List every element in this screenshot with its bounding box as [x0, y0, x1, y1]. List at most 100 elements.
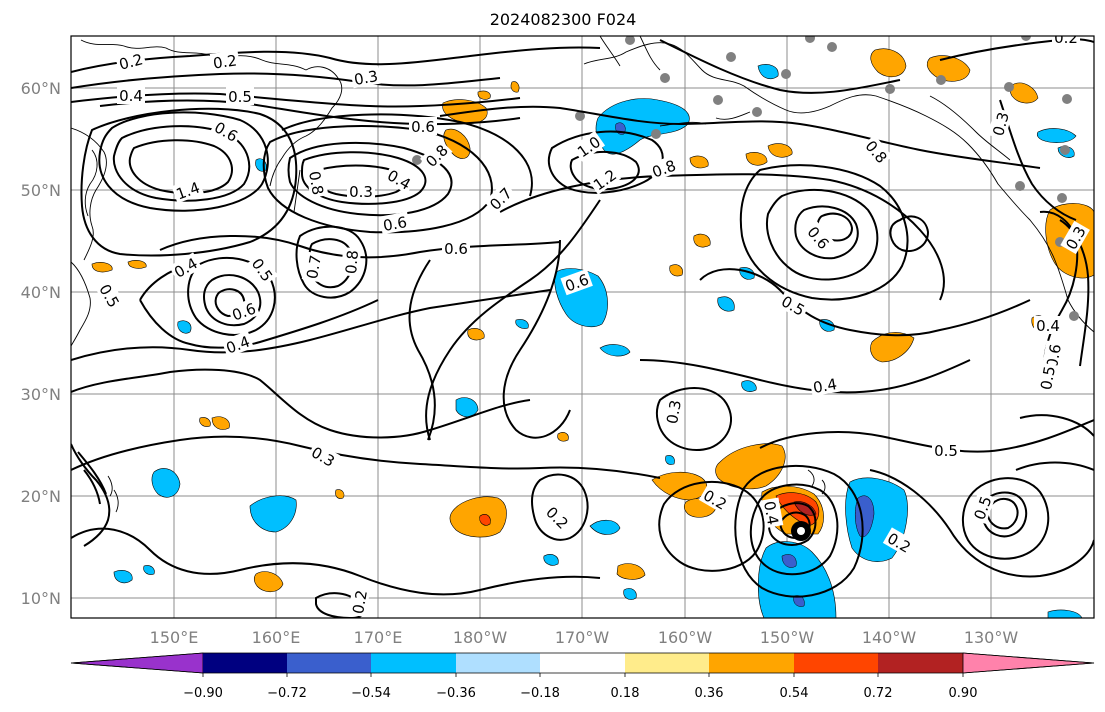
coastlines — [71, 36, 1094, 513]
lon-label: 130°W — [964, 628, 1019, 647]
shade-pos-24 — [616, 563, 646, 580]
contour-label: 0.4 — [812, 375, 839, 397]
station-dot — [660, 73, 670, 83]
contour-1.2-closed-east — [569, 150, 640, 191]
shade-neg-7 — [599, 344, 631, 357]
shade-neg-24 — [623, 588, 637, 600]
shade-pos-16 — [91, 262, 113, 273]
shade-neg-9 — [717, 296, 735, 312]
station-dot — [1060, 145, 1070, 155]
colorbar-segments — [70, 652, 1095, 677]
shade-pos-29 — [557, 432, 569, 442]
shade-blue-3 — [781, 554, 797, 568]
lat-label: 40°N — [21, 283, 61, 302]
shade-neg-16 — [143, 565, 155, 575]
colorbar-tick-label: 0.72 — [864, 686, 893, 701]
contour-0.8-ring — [80, 107, 298, 257]
contour-1.0-closed-east — [547, 130, 664, 194]
contour-label: 0.5 — [228, 88, 252, 106]
contour-storm-ring-4 — [734, 464, 864, 598]
lat-label: 60°N — [21, 79, 61, 98]
contour-label-background — [1052, 36, 1080, 46]
station-dot — [651, 129, 661, 139]
colorbar-tick-label: 0.18 — [611, 686, 640, 701]
lon-label: 150°W — [760, 628, 815, 647]
colorbar-segment — [203, 653, 287, 673]
shade-neg-22 — [757, 541, 837, 618]
contour-label-background — [114, 48, 147, 74]
contour-label-background — [1060, 220, 1090, 255]
contour-label: 0.2 — [349, 589, 371, 616]
lon-label: 150°E — [150, 628, 199, 647]
shade-neg-18 — [543, 554, 559, 566]
contour-0.4-inner-west — [214, 288, 246, 318]
contour-0.2-closed-south — [531, 473, 589, 541]
colorbar-segment — [878, 653, 963, 673]
contour-label-background — [932, 441, 960, 459]
shade-red-2 — [479, 514, 491, 526]
contour-label-background — [379, 211, 411, 235]
contour-0.4-east — [639, 359, 971, 394]
shade-neg-13 — [151, 468, 181, 498]
contour-label-background — [420, 139, 453, 172]
shade-neg-14 — [249, 495, 297, 533]
station-dot — [625, 36, 635, 45]
lat-label: 20°N — [21, 487, 61, 506]
contour-label-background — [760, 497, 784, 529]
contour-west-edge-tropical — [71, 443, 111, 547]
contour-0.3-central — [71, 289, 551, 361]
contour-label: 0.5 — [1037, 365, 1059, 392]
contour-label-background — [306, 441, 341, 471]
contour-label-background — [409, 117, 437, 135]
contour-label-background — [809, 373, 841, 397]
shade-pos-23 — [253, 571, 284, 593]
colorbar-segment — [709, 653, 794, 673]
contour-1.2-closed — [112, 125, 251, 202]
station-dot — [752, 107, 762, 117]
contour-label-background — [347, 586, 371, 618]
shade-pos-2 — [443, 128, 471, 159]
shade-pos-18 — [467, 328, 485, 341]
contour-label: 0.4 — [760, 500, 782, 527]
contour-label: 0.3 — [989, 110, 1013, 138]
shade-neg-15 — [113, 570, 133, 584]
contour-label: 0.4 — [119, 87, 143, 105]
contour-0.2-north — [71, 46, 601, 73]
colorbar-extend-max — [962, 652, 1095, 674]
negative-anomaly-shading — [113, 64, 1083, 618]
colorbar-extend-min — [70, 652, 204, 674]
shade-pos-17 — [127, 260, 147, 269]
station-dot — [781, 69, 791, 79]
shade-pos-27 — [715, 443, 786, 490]
contour-label-background — [587, 163, 622, 195]
colorbar-tick-label: −0.54 — [351, 686, 391, 701]
contour-0.3-closed-center-east — [656, 387, 733, 451]
contour-0.4-loop-center — [408, 259, 436, 441]
contour-0.6-outer — [262, 125, 493, 234]
shade-pos-14 — [693, 233, 711, 248]
contour-0.5-north — [99, 99, 521, 126]
contour-0.4-se — [1019, 414, 1094, 437]
lat-label: 30°N — [21, 385, 61, 404]
contour-0.2-south — [71, 527, 601, 596]
contour-0.8-ridge — [439, 105, 1041, 169]
contour-label-background — [95, 278, 125, 313]
colorbar-tick-label: 0.54 — [780, 686, 809, 701]
colorbar: −0.90 −0.72 −0.54 −0.36 −0.18 0.18 0.36 … — [70, 652, 1095, 701]
shade-pos-19 — [211, 416, 230, 430]
coast-siberia — [80, 39, 307, 71]
contour-label-background — [340, 247, 362, 277]
shade-pos-10 — [870, 332, 915, 363]
storm-center-eye — [797, 527, 805, 535]
contour-0.6-central-n-s — [425, 199, 601, 441]
contour-label: 0.8 — [305, 170, 327, 197]
contour-label-background — [882, 527, 917, 557]
shade-neg-3 — [757, 64, 779, 79]
colorbar-tick-label: −0.72 — [267, 686, 307, 701]
contour-label-background — [168, 252, 203, 282]
contour-label: 0.5 — [934, 442, 958, 460]
contour-label-background — [698, 484, 733, 514]
shade-neg-19 — [741, 380, 757, 392]
shade-neg-4 — [1036, 128, 1077, 143]
colorbar-tick-labels: −0.90 −0.72 −0.54 −0.36 −0.18 0.18 0.36 … — [183, 686, 977, 701]
